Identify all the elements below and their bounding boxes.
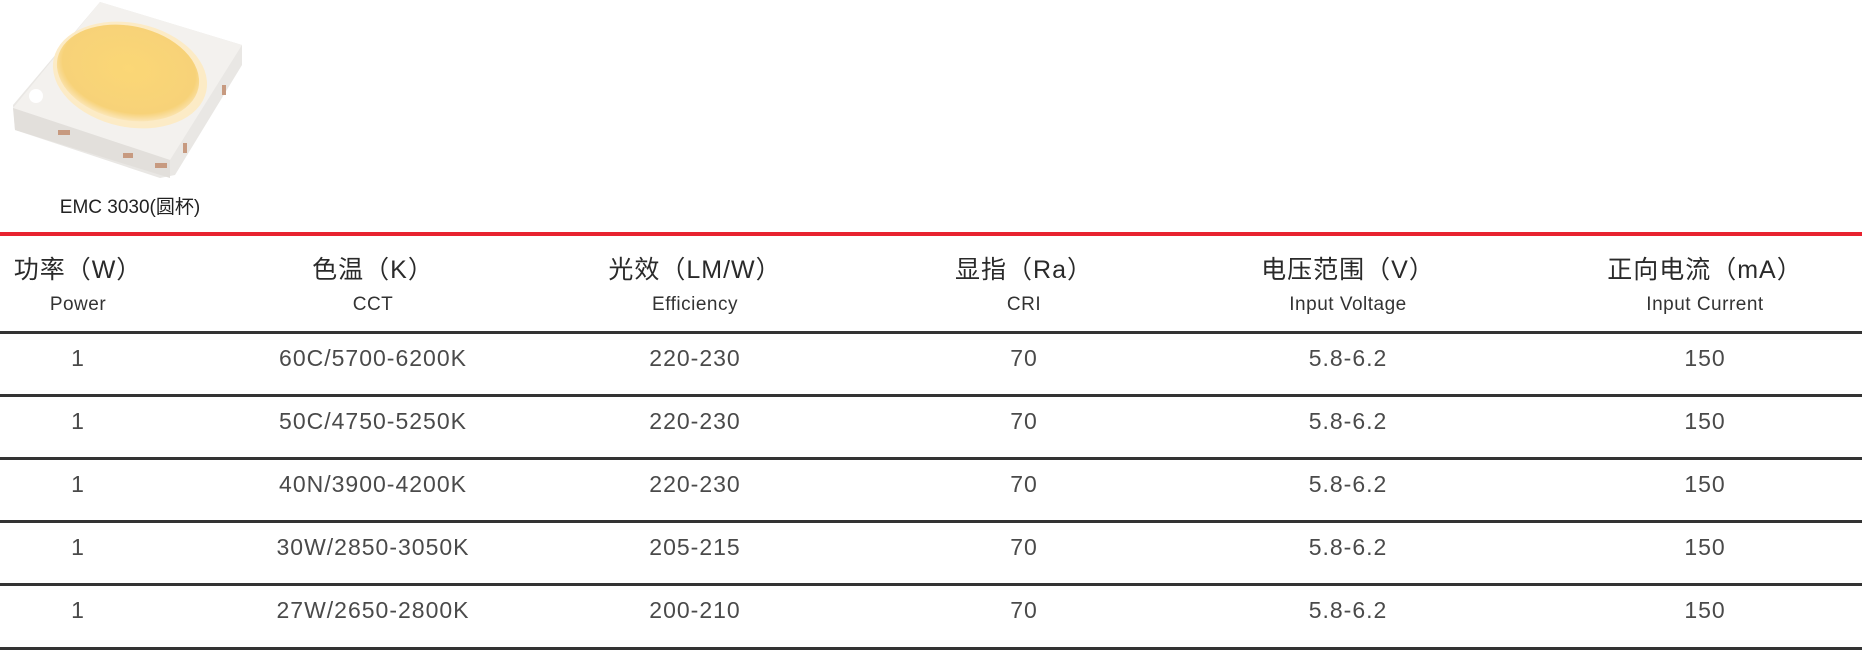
header-zh: 功率（W） [13, 256, 143, 284]
cell-cri: 70 [1010, 471, 1038, 497]
header-zh: 色温（K） [312, 256, 434, 284]
cell-cct: 27W/2650-2800K [276, 597, 470, 623]
cell-efficiency: 220-230 [649, 345, 741, 371]
header-efficiency: 光效（LM/W） Efficiency [545, 250, 845, 316]
product-caption: EMC 3030(圆杯) [59, 197, 201, 218]
cell-power: 1 [71, 345, 85, 371]
cell-efficiency: 220-230 [649, 471, 741, 497]
header-en: CCT [352, 294, 394, 315]
cell-input-current: 150 [1684, 471, 1726, 497]
cell-power: 1 [71, 534, 85, 560]
cell-input-voltage: 5.8-6.2 [1308, 534, 1388, 560]
cell-input-current: 150 [1684, 345, 1726, 371]
cell-input-current: 150 [1684, 534, 1726, 560]
header-cct: 色温（K） CCT [223, 250, 523, 316]
cell-cri: 70 [1010, 534, 1038, 560]
header-en: Efficiency [652, 294, 738, 315]
cell-power: 1 [71, 597, 85, 623]
row-divider [0, 583, 1862, 586]
row-divider [0, 647, 1862, 650]
row-divider [0, 394, 1862, 397]
cell-efficiency: 205-215 [649, 534, 741, 560]
cell-cri: 70 [1010, 597, 1038, 623]
cell-cct: 60C/5700-6200K [279, 345, 467, 371]
header-en: Input Voltage [1289, 294, 1407, 315]
row-divider [0, 457, 1862, 460]
header-en: CRI [1006, 294, 1042, 315]
cell-cct: 50C/4750-5250K [279, 408, 467, 434]
cell-input-voltage: 5.8-6.2 [1308, 597, 1388, 623]
row-divider [0, 331, 1862, 334]
header-cri: 显指（Ra） CRI [874, 250, 1174, 316]
cell-cct: 40N/3900-4200K [279, 471, 467, 497]
led-chip-image [13, 2, 242, 178]
cell-efficiency: 200-210 [649, 597, 741, 623]
header-zh: 电压范围（V） [1261, 256, 1435, 284]
cell-cri: 70 [1010, 345, 1038, 371]
cell-input-current: 150 [1684, 408, 1726, 434]
cell-power: 1 [71, 471, 85, 497]
header-input-voltage: 电压范围（V） Input Voltage [1198, 250, 1498, 316]
cell-cri: 70 [1010, 408, 1038, 434]
header-en: Power [49, 294, 107, 315]
header-divider [0, 232, 1862, 236]
header-input-current: 正向电流（mA） Input Current [1555, 250, 1855, 316]
cell-power: 1 [71, 408, 85, 434]
header-zh: 正向电流（mA） [1607, 256, 1803, 284]
cell-efficiency: 220-230 [649, 408, 741, 434]
header-zh: 显指（Ra） [955, 256, 1093, 284]
cell-cct: 30W/2850-3050K [276, 534, 470, 560]
cell-input-current: 150 [1684, 597, 1726, 623]
cell-input-voltage: 5.8-6.2 [1308, 471, 1388, 497]
header-en: Input Current [1646, 294, 1764, 315]
header-power: 功率（W） Power [0, 250, 228, 316]
cell-input-voltage: 5.8-6.2 [1308, 408, 1388, 434]
row-divider [0, 520, 1862, 523]
cell-input-voltage: 5.8-6.2 [1308, 345, 1388, 371]
header-zh: 光效（LM/W） [608, 256, 782, 284]
